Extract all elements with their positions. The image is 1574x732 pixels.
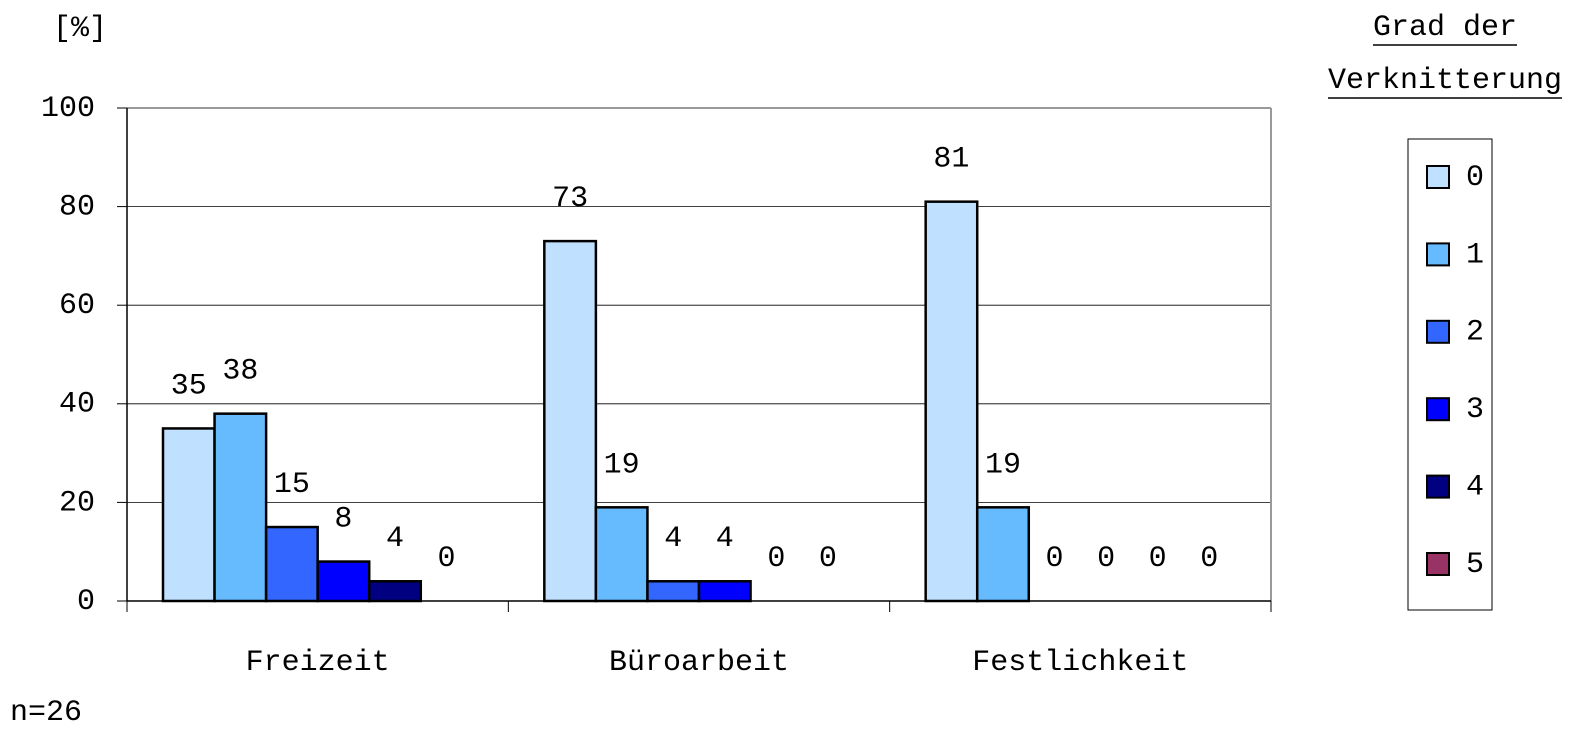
legend-label: 5: [1466, 548, 1484, 582]
y-tick-label: 20: [59, 486, 95, 520]
legend-label: 0: [1466, 161, 1484, 195]
x-tick-label: Festlichkeit: [972, 646, 1188, 680]
legend-swatch: [1426, 552, 1450, 576]
y-tick-label: 40: [59, 388, 95, 422]
bar: [213, 412, 268, 603]
x-tick-label: Freizeit: [246, 646, 390, 680]
bar: [161, 427, 216, 603]
data-label: 15: [274, 468, 310, 502]
legend-label: 2: [1466, 316, 1484, 350]
data-label: 8: [334, 502, 352, 536]
data-label: 0: [819, 542, 837, 576]
bar: [316, 560, 371, 603]
data-label: 0: [1200, 542, 1218, 576]
legend-swatch: [1426, 165, 1450, 189]
data-label: 38: [222, 355, 258, 389]
legend-label: 3: [1466, 393, 1484, 427]
y-tick-label: 60: [59, 289, 95, 323]
data-label: 19: [604, 448, 640, 482]
bar: [594, 506, 649, 603]
y-tick-label: 100: [41, 92, 95, 126]
note: n=26: [10, 696, 82, 730]
bar: [543, 239, 598, 603]
data-label: 73: [552, 182, 588, 216]
bar: [975, 506, 1031, 603]
data-label: 19: [985, 448, 1021, 482]
data-label: 4: [664, 522, 682, 556]
legend-title: Verknitterung: [1328, 64, 1562, 98]
bar: [697, 580, 752, 603]
legend-label: 4: [1466, 471, 1484, 505]
x-tick-label: Büroarbeit: [609, 646, 789, 680]
y-axis-label: [%]: [53, 12, 107, 46]
legend-swatch: [1426, 474, 1450, 499]
legend-swatch: [1426, 319, 1450, 344]
bar: [924, 200, 979, 603]
data-label: 4: [716, 522, 734, 556]
legend-box: [1407, 138, 1493, 611]
data-label: 0: [1046, 542, 1064, 576]
bar: [646, 580, 701, 603]
data-label: 0: [1149, 542, 1167, 576]
data-label: 0: [767, 542, 785, 576]
y-tick-label: 80: [59, 191, 95, 225]
data-label: 4: [386, 522, 404, 556]
y-tick-label: 0: [77, 585, 95, 619]
legend-swatch: [1426, 397, 1450, 422]
data-label: 0: [438, 542, 456, 576]
legend-swatch: [1426, 242, 1450, 267]
bar: [264, 525, 319, 603]
data-label: 35: [171, 369, 207, 403]
legend-title: Grad der: [1373, 11, 1517, 45]
legend-label: 1: [1466, 238, 1484, 272]
data-label: 0: [1097, 542, 1115, 576]
data-label: 81: [933, 143, 969, 177]
bar: [367, 580, 423, 603]
